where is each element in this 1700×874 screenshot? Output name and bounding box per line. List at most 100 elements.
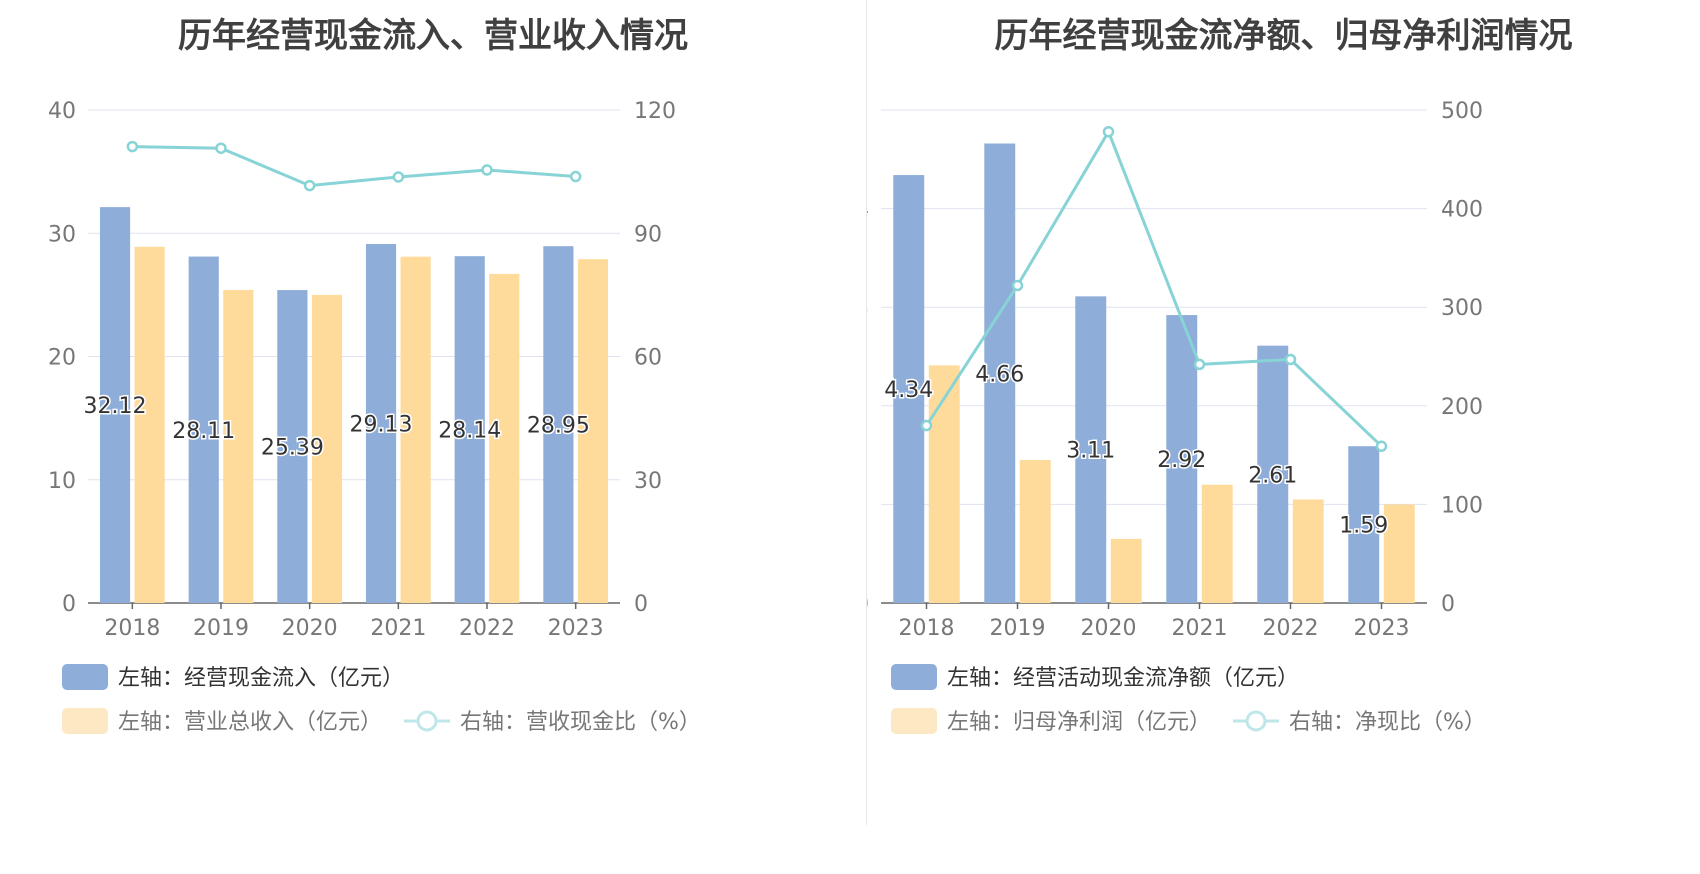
left-axis-tick-label: 5 <box>867 99 869 124</box>
left-axis-tick-label: 0 <box>867 592 869 617</box>
legend-label: 左轴：经营现金流入（亿元） <box>118 666 404 691</box>
line-point <box>126 140 139 153</box>
data-label: 32.12 <box>84 394 147 419</box>
legend-label: 左轴：营业总收入（亿元） <box>118 710 382 735</box>
chart-canvas: 0 0 10 30 20 60 30 90 40 120 2018 32.12 2019 28.11 202… <box>48 99 701 735</box>
bar-series-2 <box>1292 499 1324 603</box>
bar-series-1 <box>984 143 1016 604</box>
line-point <box>481 164 493 176</box>
x-axis-tick-label: 2020 <box>282 616 338 641</box>
right-axis-tick-label: 300 <box>1441 296 1483 321</box>
legend-label: 左轴：归母净利润（亿元） <box>947 710 1211 735</box>
legend-swatch <box>891 664 937 690</box>
left-axis-tick-label: 30 <box>48 222 76 247</box>
legend-label: 右轴：净现比（%） <box>1289 710 1486 735</box>
data-label: 25.39 <box>261 436 324 461</box>
line-series <box>925 128 1383 448</box>
legend-swatch <box>62 664 108 690</box>
data-label: 2.61 <box>1248 463 1297 488</box>
right-axis-tick-label: 500 <box>1441 99 1483 124</box>
line-point <box>1102 125 1115 138</box>
line-point <box>1284 353 1297 366</box>
data-label: 4.34 <box>884 378 933 403</box>
bar-series-1 <box>1166 315 1198 603</box>
bar-series-2 <box>223 289 254 603</box>
bar-series-1 <box>188 256 219 603</box>
x-axis-tick-label: 2018 <box>104 616 160 641</box>
bar-series-1 <box>99 207 131 603</box>
left-axis-tick-label: 2 <box>867 395 869 420</box>
right-axis-tick-label: 400 <box>1441 198 1483 223</box>
left-axis-tick-label: 3 <box>867 296 869 321</box>
bar-series-2 <box>489 273 520 603</box>
chart-panel-right: 历年经营现金流净额、归母净利润情况 0 0 1 100 2 200 3 300 4 400 5 500… <box>867 0 1700 874</box>
right-axis-tick-label: 0 <box>1441 592 1455 617</box>
bar-series-1 <box>1257 345 1289 603</box>
chart-canvas: 0 0 1 100 2 200 3 300 4 400 5 500 2018 4.34 2019 4.66 20… <box>867 99 1486 735</box>
left-axis-tick-label: 1 <box>867 493 869 518</box>
x-axis-tick-label: 2023 <box>548 616 604 641</box>
data-label: 3.11 <box>1066 439 1115 464</box>
right-axis-tick-label: 0 <box>634 592 648 617</box>
legend-line-marker <box>1245 710 1267 732</box>
legend-swatch <box>891 708 937 734</box>
right-axis-tick-label: 120 <box>634 99 676 124</box>
bar-series-1 <box>454 256 485 603</box>
bar-series-2 <box>400 256 431 603</box>
line-point <box>569 170 582 183</box>
right-axis-tick-label: 60 <box>634 346 662 371</box>
line-point <box>303 179 316 192</box>
panel-divider <box>866 0 867 825</box>
bar-series-1 <box>543 246 574 603</box>
right-axis-tick-label: 90 <box>634 222 662 247</box>
x-axis-tick-label: 2022 <box>459 616 515 641</box>
data-label: 2.92 <box>1157 448 1206 473</box>
bar-series-2 <box>1019 460 1051 603</box>
left-axis-tick-label: 10 <box>48 469 76 494</box>
chart-title: 历年经营现金流入、营业收入情况 <box>178 16 688 56</box>
line-point <box>1193 358 1206 371</box>
x-axis-tick-label: 2019 <box>193 616 249 641</box>
bar-series-1 <box>1348 446 1380 603</box>
line-point <box>215 142 227 154</box>
data-label: 4.66 <box>975 362 1024 387</box>
bar-series-2 <box>311 294 343 603</box>
bar-series-2 <box>1110 538 1142 603</box>
bar-series-2 <box>928 365 960 603</box>
line-point <box>392 171 405 183</box>
left-axis-tick-label: 0 <box>62 592 76 617</box>
line-point <box>920 419 933 432</box>
chart-title: 历年经营现金流净额、归母净利润情况 <box>994 16 1573 56</box>
x-axis-tick-label: 2022 <box>1263 616 1319 641</box>
line-point <box>1375 440 1388 452</box>
right-axis-tick-label: 100 <box>1441 493 1483 518</box>
x-axis-tick-label: 2021 <box>370 616 426 641</box>
x-axis-tick-label: 2019 <box>990 616 1046 641</box>
x-axis-tick-label: 2023 <box>1354 616 1410 641</box>
bar-series-1 <box>365 243 397 603</box>
line-series <box>132 145 576 188</box>
right-axis-tick-label: 200 <box>1441 395 1483 420</box>
left-axis-tick-label: 20 <box>48 346 76 371</box>
x-axis-tick-label: 2018 <box>899 616 955 641</box>
bar-series-1 <box>1075 296 1107 603</box>
bar-series-2 <box>1201 484 1233 603</box>
data-label: 28.95 <box>527 414 590 439</box>
data-label: 1.59 <box>1339 514 1388 539</box>
x-axis-tick-label: 2020 <box>1081 616 1137 641</box>
data-label: 28.11 <box>172 419 235 444</box>
bar-series-2 <box>134 246 165 603</box>
legend-label: 左轴：经营活动现金流净额（亿元） <box>947 666 1299 691</box>
right-axis-tick-label: 30 <box>634 469 662 494</box>
chart-panel-left: 历年经营现金流入、营业收入情况 0 0 10 30 20 60 30 90 40 120 2018 3… <box>48 16 701 735</box>
data-label: 28.14 <box>438 419 501 444</box>
left-axis-tick-label: 4 <box>867 198 869 223</box>
left-axis-tick-label: 40 <box>48 99 76 124</box>
legend-line-marker <box>416 710 438 732</box>
data-label: 29.13 <box>350 412 413 437</box>
legend-label: 右轴：营收现金比（%） <box>460 710 701 735</box>
bar-series-2 <box>577 259 609 603</box>
bar-series-2 <box>1383 504 1415 603</box>
legend-swatch <box>62 708 108 734</box>
bar-series-1 <box>893 175 925 604</box>
